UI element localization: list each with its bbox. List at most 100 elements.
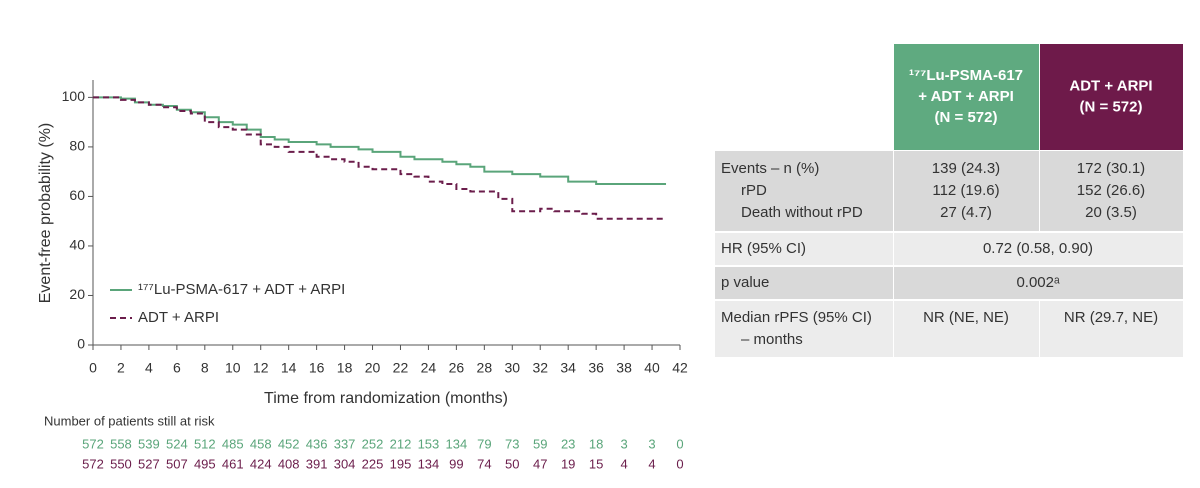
x-tick-label: 16: [309, 360, 325, 376]
at-risk-count: 195: [390, 456, 412, 471]
at-risk-count: 461: [222, 456, 244, 471]
at-risk-count: 252: [362, 436, 384, 451]
at-risk-count: 47: [533, 456, 547, 471]
cell: [1040, 151, 1183, 231]
at-risk-count: 572: [82, 436, 104, 451]
header-text: (N = 572): [1080, 98, 1143, 115]
at-risk-count: 3: [620, 436, 627, 451]
at-risk-count: 18: [589, 436, 603, 451]
row-label-cell: [715, 233, 893, 265]
at-risk-count: 485: [222, 436, 244, 451]
cell: [894, 151, 1039, 231]
x-tick-label: 40: [644, 360, 660, 376]
cell-text: 112 (19.6): [932, 182, 999, 199]
row-label: rPD: [741, 182, 767, 199]
x-tick-label: 22: [393, 360, 409, 376]
at-risk-count: 153: [418, 436, 440, 451]
cell-text: 172 (30.1): [1077, 160, 1145, 177]
x-tick-label: 42: [672, 360, 688, 376]
x-tick-label: 20: [365, 360, 381, 376]
at-risk-count: 50: [505, 456, 519, 471]
y-axis-title: Event-free probability (%): [37, 123, 54, 304]
at-risk-count: 4: [620, 456, 627, 471]
at-risk-count: 550: [110, 456, 132, 471]
y-tick-label: 40: [69, 237, 85, 253]
at-risk-count: 134: [446, 436, 468, 451]
at-risk-count: 527: [138, 456, 160, 471]
cell-text: NR (29.7, NE): [1064, 309, 1158, 326]
span-text: 0.002ᵃ: [1016, 274, 1060, 291]
legend-label: ¹⁷⁷Lu-PSMA-617 + ADT + ARPI: [138, 281, 345, 298]
x-tick-label: 0: [89, 360, 97, 376]
span-cell: [894, 233, 1183, 265]
row-label: HR (95% CI): [721, 240, 806, 257]
at-risk-count: 225: [362, 456, 384, 471]
x-tick-label: 2: [117, 360, 125, 376]
at-risk-count: 558: [110, 436, 132, 451]
y-tick-label: 0: [77, 336, 85, 352]
at-risk-count: 424: [250, 456, 272, 471]
at-risk-count: 539: [138, 436, 160, 451]
legend-label: ADT + ARPI: [138, 309, 219, 326]
span-text: 0.72 (0.58, 0.90): [983, 240, 1093, 257]
at-risk-count: 59: [533, 436, 547, 451]
at-risk-count: 408: [278, 456, 300, 471]
cell-text: NR (NE, NE): [923, 309, 1009, 326]
at-risk-count: 452: [278, 436, 300, 451]
header-text: ADT + ARPI: [1069, 77, 1152, 94]
km-curve: [93, 96, 667, 186]
row-label: p value: [721, 274, 769, 291]
y-tick-label: 60: [69, 187, 85, 203]
cell: [1040, 301, 1183, 357]
at-risk-count: 15: [589, 456, 603, 471]
x-tick-label: 24: [421, 360, 437, 376]
x-tick-label: 12: [253, 360, 269, 376]
cell-text: 27 (4.7): [940, 204, 992, 221]
at-risk-count: 79: [477, 436, 491, 451]
x-tick-label: 32: [532, 360, 548, 376]
x-tick-label: 38: [616, 360, 632, 376]
at-risk-count: 391: [306, 456, 328, 471]
row-label: Events – n (%): [721, 160, 819, 177]
y-tick-label: 80: [69, 138, 85, 154]
cell: [894, 301, 1039, 357]
at-risk-count: 458: [250, 436, 272, 451]
at-risk-count: 74: [477, 456, 491, 471]
x-tick-label: 28: [477, 360, 493, 376]
at-risk-count: 507: [166, 456, 188, 471]
at-risk-count: 0: [676, 456, 683, 471]
at-risk-count: 23: [561, 436, 575, 451]
cell-text: 152 (26.6): [1077, 182, 1145, 199]
header-text: + ADT + ARPI: [918, 88, 1014, 105]
x-tick-label: 18: [337, 360, 353, 376]
x-tick-label: 30: [504, 360, 520, 376]
x-tick-label: 14: [281, 360, 297, 376]
y-tick-label: 20: [69, 286, 85, 302]
header-text: ¹⁷⁷Lu-PSMA-617: [909, 67, 1023, 84]
x-tick-label: 34: [560, 360, 576, 376]
at-risk-count: 0: [676, 436, 683, 451]
x-tick-label: 8: [201, 360, 209, 376]
at-risk-count: 3: [648, 436, 655, 451]
cell-text: 20 (3.5): [1085, 204, 1137, 221]
x-tick-label: 10: [225, 360, 241, 376]
at-risk-count: 524: [166, 436, 188, 451]
at-risk-count: 572: [82, 456, 104, 471]
table-header: ¹⁷⁷Lu-PSMA-617 + ADT + ARPI (N = 572): [894, 44, 1039, 150]
risk-title: Number of patients still at risk: [44, 413, 215, 428]
row-label: Median rPFS (95% CI): [721, 309, 872, 326]
x-axis-title: Time from randomization (months): [264, 390, 508, 407]
x-tick-label: 36: [588, 360, 604, 376]
at-risk-count: 304: [334, 456, 356, 471]
at-risk-count: 4: [648, 456, 655, 471]
row-label-cell: [715, 151, 893, 231]
row-label-cell: [715, 301, 893, 357]
row-label-cell: [715, 267, 893, 299]
at-risk-count: 436: [306, 436, 328, 451]
at-risk-count: 134: [418, 456, 440, 471]
header-cell: [894, 44, 1039, 150]
header-cell: [1040, 44, 1183, 150]
x-tick-label: 26: [449, 360, 465, 376]
header-text: (N = 572): [935, 109, 998, 126]
